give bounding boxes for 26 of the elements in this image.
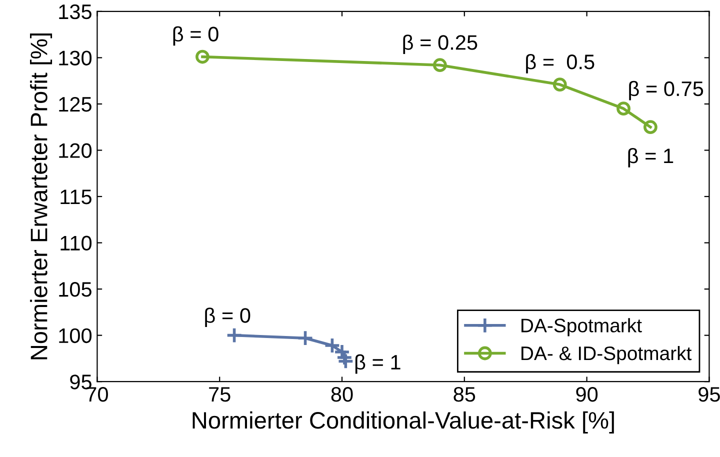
annotation: β = 1 <box>628 148 674 168</box>
y-tick-label: 125 <box>59 96 92 112</box>
annotation: β = 0.5 <box>526 54 594 74</box>
legend-label: DA-Spotmarkt <box>522 318 642 336</box>
y-tick-label: 100 <box>59 328 92 344</box>
y-tick-label: 130 <box>59 50 92 66</box>
y-tick-label: 115 <box>60 190 92 204</box>
y-tick-label: 135 <box>59 4 92 20</box>
y-tick-label: 110 <box>60 236 92 251</box>
x-tick-label: 90 <box>576 387 598 402</box>
y-tick-label: 105 <box>59 282 92 297</box>
annotation: β = 0.25 <box>403 34 478 54</box>
x-axis-title: Normierter Conditional-Value-at-Risk [%] <box>192 411 614 434</box>
y-tick-label: 95 <box>70 374 92 390</box>
x-tick-label: 95 <box>698 387 720 402</box>
x-tick-label: 75 <box>209 387 230 402</box>
annotation: β = 1 <box>355 354 400 374</box>
x-tick-label: 85 <box>454 387 476 402</box>
legend-label: DA- & ID-Spotmarkt <box>522 346 692 364</box>
x-tick-label: 80 <box>331 387 353 402</box>
annotation: β = 0 <box>205 308 250 327</box>
x-tick-label: 70 <box>86 387 108 402</box>
y-tick-label: 120 <box>59 143 92 158</box>
annotation: β = 0.75 <box>629 80 704 100</box>
annotation: β = 0 <box>173 26 218 46</box>
y-axis-title: Normierter Erwarteter Profit [%] <box>30 34 52 360</box>
